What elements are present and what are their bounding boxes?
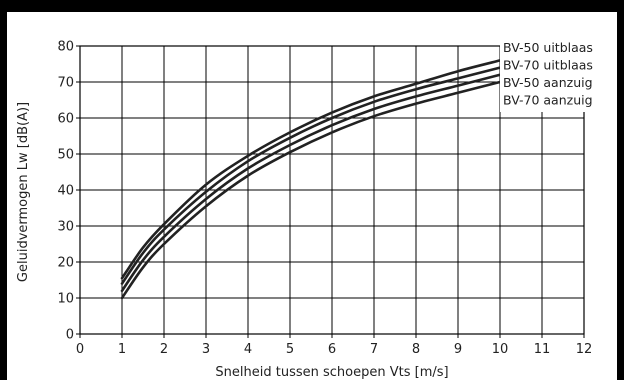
- x-tick-label: 4: [244, 342, 252, 357]
- legend-background: [500, 40, 597, 112]
- legend-label: BV-70 aanzuig: [503, 93, 593, 108]
- x-tick-label: 9: [454, 342, 462, 357]
- x-tick-label: 7: [370, 342, 378, 357]
- legend-label: BV-50 uitblaas: [503, 40, 593, 55]
- y-tick-label: 50: [57, 148, 74, 163]
- series-line: [120, 66, 502, 285]
- x-tick-label: 1: [118, 342, 126, 357]
- y-tick-label: 0: [66, 328, 74, 343]
- x-tick-label: 6: [328, 342, 336, 357]
- series-line: [120, 73, 502, 293]
- y-tick-label: 40: [57, 184, 74, 199]
- series-lines: [120, 59, 502, 300]
- series-line: [120, 59, 502, 280]
- y-tick-label: 30: [57, 220, 74, 235]
- y-tick-label: 10: [57, 292, 74, 307]
- x-tick-label: 8: [412, 342, 420, 357]
- series-line: [120, 80, 502, 300]
- axes: [76, 45, 585, 338]
- legend-label: BV-70 uitblaas: [503, 58, 593, 73]
- y-tick-label: 60: [57, 112, 74, 127]
- y-tick-label: 80: [57, 40, 74, 55]
- x-tick-label: 3: [202, 342, 210, 357]
- x-tick-label: 12: [576, 342, 593, 357]
- x-tick-label: 2: [160, 342, 168, 357]
- x-tick-label: 0: [76, 342, 84, 357]
- x-tick-label: 5: [286, 342, 294, 357]
- x-tick-label: 10: [492, 342, 509, 357]
- y-tick-label: 70: [57, 76, 74, 91]
- y-axis-label: Geluidvermogen Lw [dB(A)]: [16, 102, 31, 282]
- legend-label: BV-50 aanzuig: [503, 75, 593, 90]
- legend: BV-50 uitblaas BV-70 uitblaas BV-50 aanzui…: [500, 40, 597, 112]
- y-tick-label: 20: [57, 256, 74, 271]
- x-tick-label: 11: [534, 342, 551, 357]
- x-axis-label: Snelheid tussen schoepen Vts [m/s]: [215, 365, 448, 380]
